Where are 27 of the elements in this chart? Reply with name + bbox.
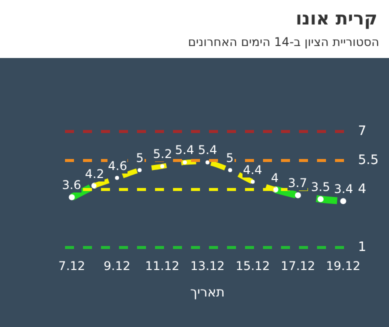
x-tick-label: 11.12 [145, 259, 180, 273]
data-label: 3.4 [334, 182, 354, 196]
data-label: 5.4 [175, 143, 194, 157]
ref-line-label: 4 [358, 182, 366, 197]
data-label: 3.5 [311, 180, 330, 194]
data-label: 3.7 [288, 176, 308, 190]
x-tick-label: 9.12 [104, 259, 130, 273]
ref-line-label: 1 [358, 240, 366, 255]
data-label: 4.2 [85, 167, 104, 181]
data-label: 5.4 [198, 143, 218, 157]
x-axis-title: תאריך [190, 286, 225, 301]
x-tick-label: 7.12 [58, 259, 86, 273]
data-label: 5 [226, 151, 234, 165]
x-tick-label: 15.12 [236, 259, 270, 273]
data-label: 4.6 [108, 159, 128, 173]
x-tick-label: 17.12 [280, 259, 316, 273]
ref-line-label: 7 [358, 124, 366, 139]
data-label: 4 [271, 171, 279, 185]
x-tick-label: 13.12 [190, 259, 225, 273]
data-label: 3.6 [62, 178, 82, 192]
chart-subtitle: הסטוריית הציון ב-14 הימים האחרונים [188, 35, 380, 49]
data-label: 5.2 [153, 147, 172, 161]
data-label: 4.4 [243, 163, 262, 177]
ref-line-label: 5.5 [358, 153, 379, 168]
data-label: 5 [136, 151, 144, 165]
x-tick-label: 19.12 [326, 259, 360, 273]
chart-title: קרית אונו [296, 8, 378, 30]
